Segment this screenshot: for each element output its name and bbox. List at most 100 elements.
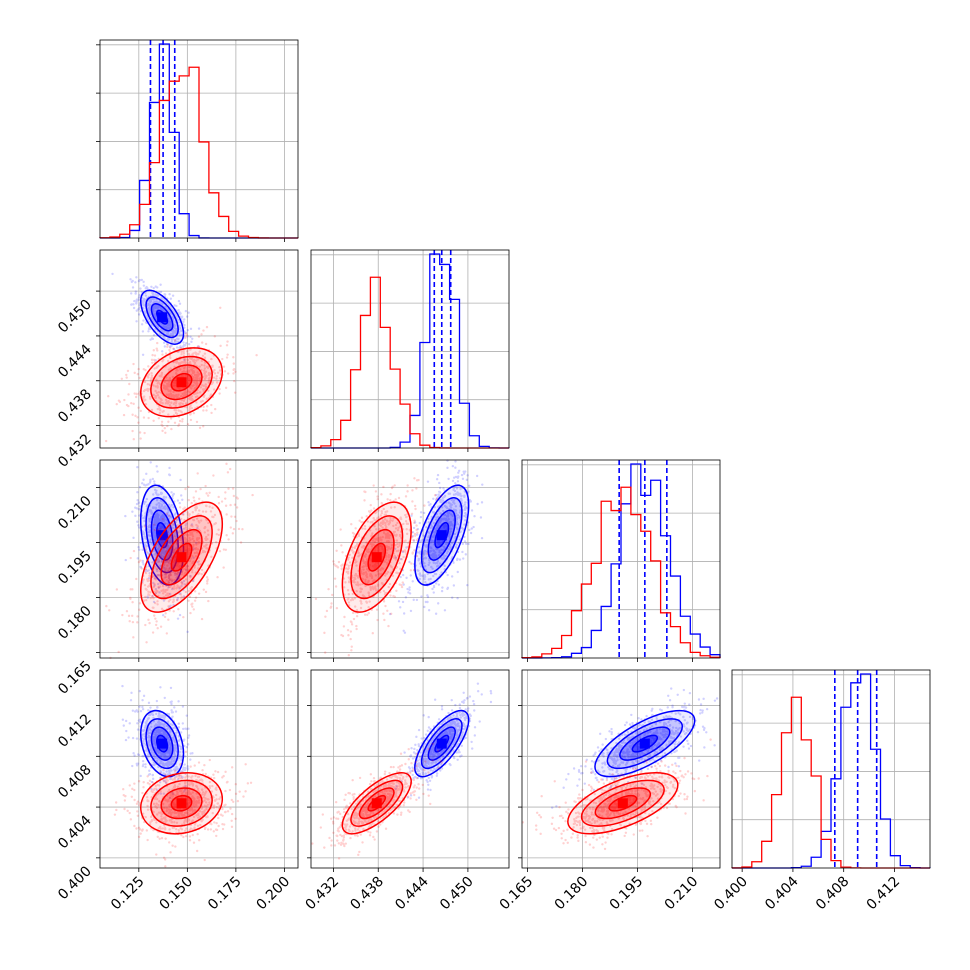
sample-point: [386, 609, 389, 612]
sample-point: [232, 494, 236, 498]
sample-point: [401, 581, 404, 584]
sample-point: [173, 706, 176, 709]
sample-point: [178, 346, 181, 349]
sample-point: [148, 303, 152, 307]
sample-point: [156, 706, 159, 709]
sample-point: [148, 304, 152, 307]
sample-point: [423, 504, 426, 507]
sample-point: [206, 582, 209, 585]
sample-point: [182, 344, 185, 348]
sample-point: [163, 293, 166, 296]
sample-point: [224, 504, 228, 507]
sample-point: [403, 631, 407, 634]
sample-point: [135, 299, 138, 302]
sample-point: [137, 524, 140, 527]
sample-point: [163, 615, 167, 619]
density-peak-series_a: [436, 530, 447, 541]
sample-point: [151, 292, 155, 295]
sample-point: [469, 531, 473, 535]
sample-point: [137, 501, 141, 504]
sample-point: [480, 501, 484, 504]
sample-point: [130, 691, 133, 695]
sample-point: [135, 298, 139, 301]
sample-point: [172, 610, 175, 613]
sample-point: [178, 501, 181, 505]
sample-point: [178, 506, 182, 509]
sample-point: [347, 634, 350, 637]
sample-point: [436, 473, 440, 477]
sample-point: [179, 345, 182, 349]
sample-point: [457, 471, 460, 474]
sample-point: [432, 591, 435, 594]
sample-point: [241, 528, 244, 531]
sample-point: [144, 287, 147, 290]
sample-point: [132, 752, 135, 755]
sample-point: [460, 473, 464, 477]
sample-point: [173, 421, 177, 424]
sample-point: [190, 603, 193, 606]
sample-point: [154, 306, 158, 309]
density-peak-series_b: [176, 377, 187, 388]
sample-point: [171, 493, 175, 497]
sample-point: [151, 317, 154, 321]
sample-point: [224, 497, 227, 500]
sample-point: [148, 621, 151, 625]
sample-point: [467, 490, 470, 493]
sample-point: [155, 324, 158, 327]
sample-point: [212, 474, 215, 477]
sample-point: [152, 301, 156, 304]
sample-point: [136, 308, 140, 311]
sample-point: [409, 609, 413, 613]
sample-point: [161, 353, 164, 356]
sample-point: [117, 650, 120, 654]
sample-point: [138, 306, 141, 310]
sample-point: [153, 528, 157, 532]
sample-point: [475, 474, 479, 478]
sample-point: [343, 615, 346, 619]
sample-point: [138, 376, 141, 380]
sample-point: [120, 377, 124, 380]
sample-point: [132, 306, 136, 310]
sample-point: [178, 302, 182, 305]
sample-point: [156, 286, 159, 289]
sample-point: [180, 316, 183, 319]
sample-point: [435, 478, 439, 481]
sample-point: [182, 507, 185, 511]
sample-point: [158, 300, 161, 304]
sample-point: [432, 497, 435, 500]
sample-point: [420, 595, 423, 598]
sample-point: [161, 350, 164, 353]
sample-point: [168, 323, 172, 327]
sample-point: [141, 353, 145, 356]
sample-point: [187, 599, 190, 602]
sample-point: [226, 372, 230, 375]
sample-point: [438, 491, 442, 494]
sample-point: [142, 319, 145, 322]
sample-point: [191, 752, 194, 755]
sample-point: [130, 401, 133, 405]
sample-point: [382, 612, 385, 615]
sample-point: [184, 336, 187, 339]
sample-point: [401, 573, 405, 577]
sample-point: [179, 345, 182, 348]
sample-point: [451, 464, 455, 468]
sample-point: [156, 305, 160, 308]
sample-point: [220, 500, 224, 503]
sample-point: [386, 498, 389, 501]
sample-point: [134, 414, 137, 418]
sample-point: [138, 608, 141, 611]
sample-point: [136, 465, 139, 469]
sample-point: [169, 297, 173, 300]
sample-point: [151, 777, 155, 781]
sample-point: [142, 763, 145, 766]
sample-point: [177, 607, 180, 611]
sample-point: [407, 591, 410, 594]
sample-point: [164, 325, 168, 329]
sample-point: [167, 420, 170, 423]
sample-point: [468, 528, 471, 532]
sample-point: [177, 299, 181, 303]
sample-point: [446, 586, 450, 590]
sample-point: [183, 343, 187, 347]
sample-point: [229, 503, 232, 507]
